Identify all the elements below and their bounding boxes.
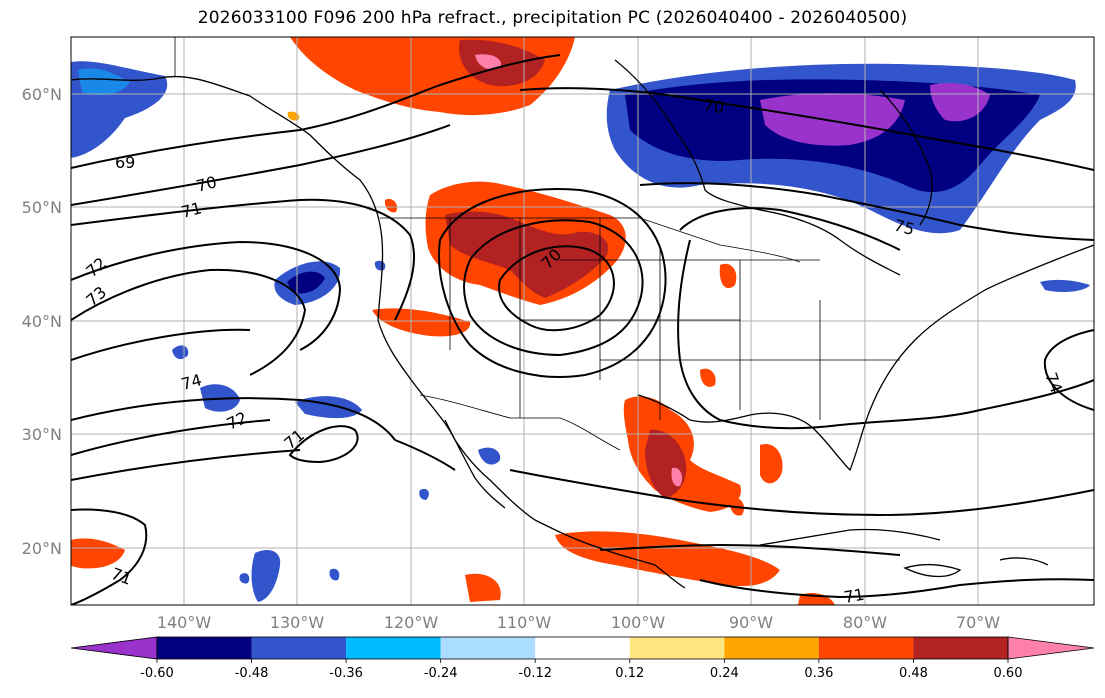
lon-label: 130°W: [270, 613, 325, 632]
lat-label: 20°N: [22, 539, 62, 558]
contour-label: 69: [115, 153, 135, 172]
precip-negative-areas: [71, 61, 1090, 602]
contour-label: 70: [194, 172, 219, 196]
lon-label: 80°W: [843, 613, 887, 632]
lon-label: 140°W: [157, 613, 212, 632]
colorbar-segment: [913, 637, 1008, 659]
colorbar-extend-max: [1007, 636, 1095, 660]
colorbar-tick-label: 0.36: [804, 666, 833, 681]
lat-label: 30°N: [22, 425, 62, 444]
contour-label: 71: [179, 198, 204, 222]
lat-label: 40°N: [22, 312, 62, 331]
colorbar-segment: [346, 637, 441, 659]
colorbar-segment: [157, 637, 252, 659]
contour-label: 71: [842, 585, 865, 607]
lon-label: 120°W: [384, 613, 439, 632]
lat-label: 60°N: [22, 85, 62, 104]
contour-label: 70: [702, 95, 725, 117]
colorbar-segment: [818, 637, 914, 659]
colorbar-tick-label: 0.12: [615, 666, 644, 681]
colorbar-tick-label: 0.60: [994, 666, 1023, 681]
colorbar-tick-label: -0.36: [329, 666, 363, 681]
colorbar-tick-label: -0.24: [424, 666, 458, 681]
map-title: 2026033100 F096 200 hPa refract., precip…: [197, 8, 908, 28]
map-frame: [70, 36, 1095, 606]
colorbar-tick-label: 0.24: [710, 666, 739, 681]
colorbar-tick-label: -0.60: [140, 666, 174, 681]
colorbar-segment: [724, 637, 819, 659]
latitude-labels: 60°N 50°N 40°N 30°N 20°N: [22, 85, 62, 558]
colorbar-segment: [535, 637, 630, 659]
longitude-labels: 140°W 130°W 120°W 110°W 100°W 90°W 80°W …: [157, 613, 1000, 632]
colorbar-segment: [440, 637, 536, 659]
contour-label: 74: [179, 370, 204, 394]
political-borders: [174, 37, 900, 451]
refractivity-contours: [71, 54, 1094, 605]
lon-label: 70°W: [956, 613, 1000, 632]
lon-label: 100°W: [611, 613, 666, 632]
colorbar-outline: [156, 636, 1009, 660]
colorbar-tick-label: -0.12: [518, 666, 552, 681]
colorbar-tick-label: -0.48: [235, 666, 269, 681]
colorbar-segment: [251, 637, 347, 659]
coastlines: [71, 59, 1094, 589]
lon-label: 110°W: [497, 613, 552, 632]
graticule: [71, 37, 1094, 605]
colorbar-tick-label: 0.48: [899, 666, 928, 681]
colorbar-extend-min: [70, 636, 158, 660]
lat-label: 50°N: [22, 198, 62, 217]
colorbar-segment: [629, 637, 725, 659]
lon-label: 90°W: [729, 613, 773, 632]
contour-label: 75: [892, 216, 917, 240]
colorbar: -0.60 -0.48 -0.36 -0.24 -0.12 0.12 0.24 0.36 0.4…: [70, 636, 1095, 681]
